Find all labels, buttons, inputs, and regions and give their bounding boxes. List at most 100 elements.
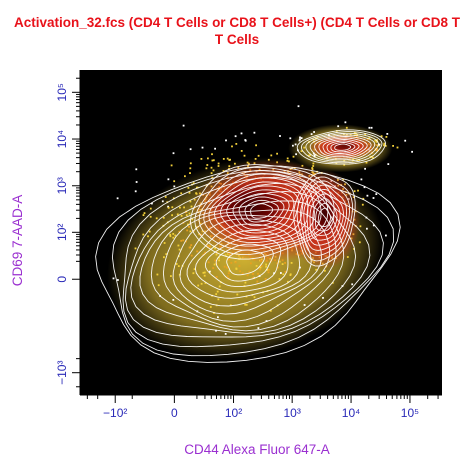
contour-lines — [95, 129, 401, 363]
event-dot — [299, 138, 301, 141]
event-dot — [212, 267, 215, 269]
event-dot — [312, 165, 315, 167]
event-dot — [218, 256, 220, 259]
event-dot — [169, 235, 172, 238]
event-dot — [240, 132, 243, 135]
event-dot — [260, 265, 263, 267]
contour-main — [238, 196, 285, 227]
contour-activated — [309, 134, 376, 161]
event-dot — [203, 271, 206, 274]
event-dot — [362, 197, 365, 200]
event-dot — [368, 126, 371, 129]
contour-main — [203, 173, 315, 247]
event-dot — [358, 241, 361, 244]
event-dot — [230, 262, 233, 264]
event-dot — [177, 265, 180, 267]
event-dot — [255, 265, 258, 267]
x-tick-label: −10² — [103, 406, 127, 420]
event-dot — [174, 234, 177, 237]
y-axis-title: CD69 7-AAD-A — [10, 195, 25, 287]
contour-secondary — [309, 193, 341, 241]
contour-main — [194, 166, 329, 256]
event-dot — [313, 131, 315, 133]
event-dot — [236, 293, 239, 296]
contour-outer — [179, 218, 312, 307]
event-dot — [227, 258, 229, 261]
y-tick-label: 0 — [55, 276, 69, 283]
event-dot — [149, 207, 152, 210]
event-dot — [289, 137, 292, 140]
event-dot — [187, 187, 190, 189]
event-dot — [345, 126, 348, 129]
event-dot — [178, 248, 181, 251]
event-dot — [239, 270, 241, 273]
event-dot — [173, 185, 176, 188]
contour-outer — [111, 170, 395, 357]
event-dot — [324, 269, 326, 272]
event-dot — [366, 194, 369, 197]
event-dot — [189, 200, 192, 203]
event-dot — [207, 261, 210, 264]
event-dot — [357, 189, 359, 192]
event-dot — [378, 144, 380, 147]
event-dot — [151, 202, 153, 205]
contour-outer — [186, 223, 301, 299]
event-dot — [201, 146, 204, 149]
event-dot — [240, 150, 243, 152]
event-dot — [371, 156, 374, 159]
contour-secondary — [293, 172, 356, 267]
event-dot — [257, 154, 260, 157]
contour-main — [198, 169, 322, 251]
event-dot — [226, 275, 229, 278]
event-dot — [167, 178, 170, 181]
event-dot — [244, 281, 247, 284]
event-dot — [189, 148, 192, 151]
contour-activated — [300, 131, 383, 164]
event-dot — [188, 226, 190, 228]
event-dot — [228, 277, 230, 280]
event-dot — [182, 124, 185, 127]
event-dot — [375, 149, 377, 151]
event-dot — [268, 268, 270, 271]
event-dot — [117, 279, 119, 281]
event-dot — [218, 285, 221, 288]
event-dot — [282, 273, 285, 276]
event-dot — [170, 164, 173, 167]
event-dot — [162, 216, 165, 219]
event-dot — [197, 284, 200, 287]
event-dot — [211, 159, 214, 162]
event-dot — [234, 261, 237, 264]
event-dot — [167, 205, 169, 208]
event-dot — [376, 139, 378, 141]
event-dot — [143, 212, 146, 214]
event-dot — [210, 172, 213, 174]
plot-title-line-1: Activation_32.fcs (CD4 T Cells or CD8 T … — [14, 15, 460, 30]
event-dot — [188, 191, 191, 194]
event-dot — [378, 143, 381, 146]
plot-area — [80, 70, 442, 395]
event-dot — [286, 157, 289, 160]
event-dot — [289, 274, 292, 276]
event-dot — [387, 163, 390, 165]
event-dot — [215, 293, 218, 295]
contour-outer — [194, 230, 289, 293]
contour-outer — [139, 190, 345, 332]
contour-secondary — [314, 202, 335, 232]
event-dot — [235, 268, 238, 270]
event-dot — [200, 282, 203, 285]
event-dot — [280, 272, 282, 274]
event-dot — [204, 251, 206, 254]
event-dot — [226, 157, 229, 160]
contour-activated — [330, 142, 356, 153]
y-tick-label: 10³ — [55, 177, 69, 194]
event-dot — [192, 272, 195, 275]
event-dot — [235, 143, 238, 145]
event-dot — [279, 135, 281, 137]
event-dot — [253, 131, 256, 134]
event-dot — [187, 223, 189, 226]
event-dot — [206, 164, 209, 166]
contour-main — [232, 193, 290, 230]
event-dot — [209, 306, 212, 308]
contour-secondary — [303, 184, 348, 251]
event-dot — [186, 229, 189, 232]
